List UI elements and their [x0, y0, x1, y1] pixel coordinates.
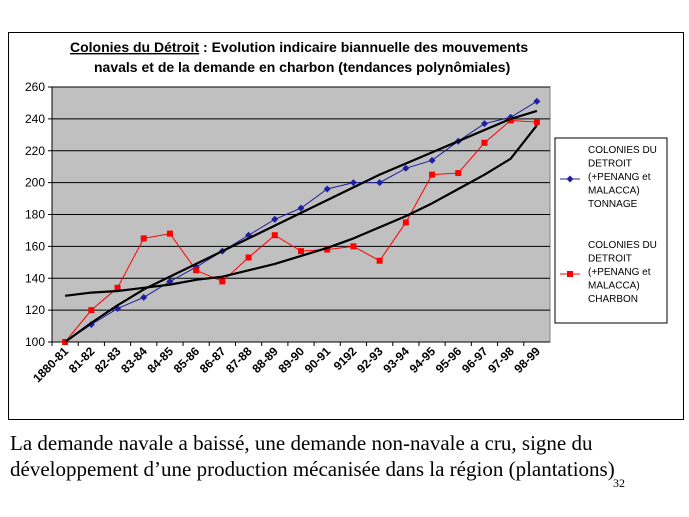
data-point-tonnage — [428, 156, 436, 164]
data-point-charbon — [455, 170, 462, 177]
legend: COLONIES DU DETROIT (+PENANG et MALACCA) TON… — [554, 137, 668, 324]
x-tick-label: 89-90 — [276, 344, 308, 376]
data-point-charbon — [245, 254, 252, 261]
x-tick-label: 85-86 — [171, 344, 203, 376]
y-tick-label: 260 — [25, 80, 45, 94]
data-point-charbon — [533, 119, 540, 126]
data-point-charbon — [350, 243, 357, 250]
y-tick-label: 240 — [25, 112, 45, 126]
data-point-charbon — [193, 267, 200, 274]
legend-label-line: MALACCA) — [588, 186, 640, 197]
data-point-tonnage — [402, 164, 410, 172]
legend-label-line: (+PENANG et — [588, 267, 651, 278]
y-tick-label: 120 — [25, 303, 45, 317]
x-tick-label: 96-97 — [459, 344, 491, 376]
legend-label-line: (+PENANG et — [588, 172, 651, 183]
data-point-tonnage — [166, 277, 174, 285]
data-point-tonnage — [323, 185, 331, 193]
y-tick-label: 160 — [25, 239, 45, 253]
chart-title-rest: : Evolution indicaire biannuelle des mou… — [199, 39, 528, 55]
data-point-charbon — [507, 117, 514, 124]
legend-label-line: COLONIES DU — [588, 145, 657, 156]
data-point-charbon — [481, 139, 488, 146]
x-tick-label: 95-96 — [433, 344, 465, 376]
data-point-charbon — [429, 171, 436, 178]
data-point-tonnage — [297, 204, 305, 212]
chart-title-prefix: Colonies du Détroit — [70, 39, 199, 55]
x-tick-label: 83-84 — [118, 344, 150, 376]
data-point-tonnage — [480, 120, 488, 128]
data-point-charbon — [376, 257, 383, 264]
legend-box — [554, 137, 668, 324]
data-point-charbon — [140, 235, 147, 242]
data-point-tonnage — [271, 215, 279, 223]
legend-marker-tonnage — [566, 175, 574, 183]
x-tick-label: 97-98 — [485, 344, 517, 376]
x-tick-label: 86-87 — [197, 344, 229, 376]
chart: Colonies du Détroit : Evolution indicair… — [25, 39, 668, 385]
data-point-charbon — [402, 219, 409, 226]
y-tick-label: 200 — [25, 176, 45, 190]
x-tick-label: 93-94 — [380, 344, 412, 376]
x-tick-label: 92-93 — [354, 344, 386, 376]
y-tick-label: 220 — [25, 144, 45, 158]
legend-label-line: DETROIT — [588, 159, 632, 170]
x-tick-label: 88-89 — [249, 344, 281, 376]
y-tick-label: 140 — [25, 271, 45, 285]
legend-label-line: TONNAGE — [588, 199, 638, 210]
x-tick-label: 98-99 — [511, 344, 543, 376]
caption-line-2: développement d’une production mécanisée… — [10, 457, 615, 481]
data-point-charbon — [219, 278, 226, 285]
data-point-charbon — [271, 232, 278, 239]
legend-marker-charbon — [567, 271, 573, 277]
chart-title-line1: Colonies du Détroit : Evolution indicair… — [70, 39, 528, 55]
chart-title-line2: navals et de la demande en charbon (tend… — [94, 59, 510, 75]
y-tick-label: 100 — [25, 335, 45, 349]
x-tick-label: 1880-81 — [30, 344, 71, 385]
x-tick-label: 87-88 — [223, 344, 255, 376]
data-point-tonnage — [376, 179, 384, 187]
data-point-tonnage — [140, 293, 148, 301]
legend-label-line: MALACCA) — [588, 281, 640, 292]
x-tick-label: 9192 — [331, 344, 360, 373]
slide-number: 32 — [613, 476, 625, 490]
trendline-1 — [64, 109, 538, 343]
legend-label-line: DETROIT — [588, 254, 632, 265]
x-tick-label: 90-91 — [302, 344, 334, 376]
x-tick-label: 94-95 — [407, 344, 439, 376]
data-point-charbon — [114, 284, 121, 291]
x-tick-label: 84-85 — [144, 344, 176, 376]
x-tick-label: 82-83 — [92, 344, 124, 376]
legend-label-line: COLONIES DU — [588, 240, 657, 251]
data-point-charbon — [298, 248, 304, 255]
data-point-charbon — [324, 246, 331, 253]
legend-label-line: CHARBON — [588, 294, 638, 305]
data-point-charbon — [166, 230, 173, 237]
x-tick-label: 81-82 — [66, 344, 98, 376]
caption: La demande navale a baissé, une demande … — [10, 430, 680, 482]
data-point-tonnage — [349, 179, 357, 187]
y-tick-label: 180 — [25, 208, 45, 222]
data-point-charbon — [88, 307, 95, 314]
caption-line-1: La demande navale a baissé, une demande … — [10, 431, 593, 455]
data-point-tonnage — [533, 97, 541, 105]
plot-area: 1001201401601802002202402601880-8181-828… — [25, 80, 551, 385]
trendline-2 — [64, 124, 538, 297]
